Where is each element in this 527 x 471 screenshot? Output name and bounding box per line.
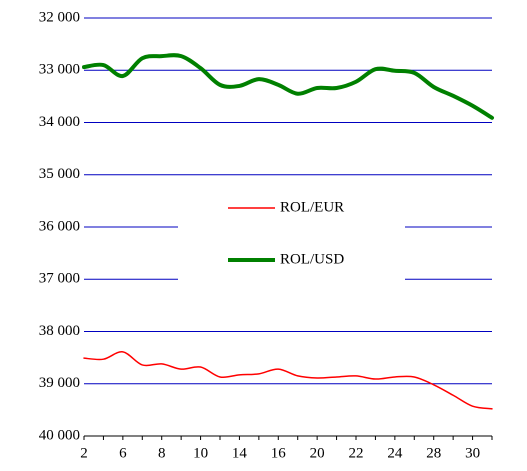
x-tick-label: 30 [465,445,480,461]
x-tick-label: 14 [232,445,248,461]
legend-background [178,190,405,290]
y-tick-label: 37 000 [39,271,80,287]
line [83,351,493,410]
legend-label: ROL/EUR [280,199,344,215]
y-tick-label: 38 000 [39,323,80,339]
y-tick-label: 34 000 [39,114,80,130]
x-tick-label: 16 [271,445,287,461]
line [82,53,494,120]
x-tick-label: 6 [119,445,127,461]
y-tick-label: 35 000 [39,166,80,182]
y-tick-label: 33 000 [39,62,80,78]
legend-label: ROL/USD [280,251,344,267]
x-tick-label: 10 [193,445,208,461]
y-tick-label: 39 000 [39,375,80,391]
y-tick-label: 36 000 [39,218,80,234]
x-tick-label: 8 [158,445,166,461]
x-tick-label: 24 [387,445,403,461]
x-tick-label: 28 [426,445,441,461]
x-tick-label: 20 [310,445,325,461]
x-tick-label: 22 [349,445,364,461]
x-tick-label: 2 [80,445,88,461]
y-tick-label: 32 000 [39,9,80,25]
y-tick-label: 40 000 [39,427,80,443]
